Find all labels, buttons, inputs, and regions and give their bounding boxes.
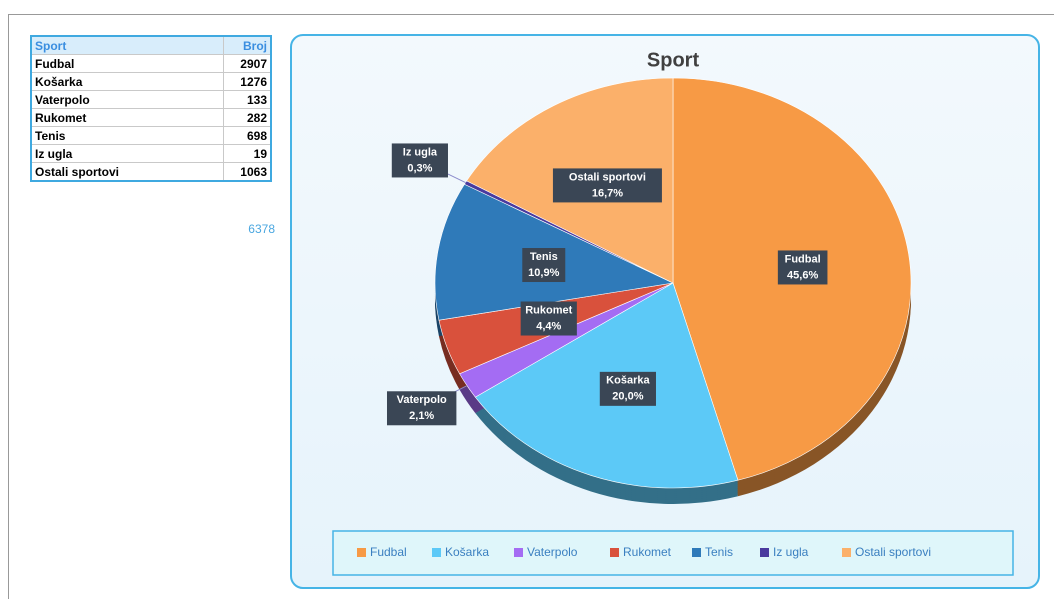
data-label-value: 16,7%: [592, 187, 623, 199]
legend-swatch: [357, 548, 366, 557]
legend-swatch: [514, 548, 523, 557]
chart-title: Sport: [647, 49, 700, 71]
table-row: Ostali sportovi 1063: [30, 162, 272, 182]
legend-label: Tenis: [705, 545, 733, 559]
data-label-box: [391, 143, 448, 178]
data-label-value: 0,3%: [407, 162, 432, 174]
table-cell: Ostali sportovi: [30, 162, 224, 182]
data-label-value: 4,4%: [536, 320, 561, 332]
legend-label: Fudbal: [370, 545, 407, 559]
legend-swatch: [760, 548, 769, 557]
legend-label: Iz ugla: [773, 545, 809, 559]
data-label-box: [520, 301, 577, 336]
table-row: Iz ugla 19: [30, 144, 272, 163]
table-cell: 1063: [223, 162, 272, 182]
data-label-box: [522, 248, 566, 283]
data-label-value: 20,0%: [612, 391, 643, 403]
legend-swatch: [842, 548, 851, 557]
data-label-box: [552, 168, 662, 203]
data-label-name: Rukomet: [525, 304, 572, 316]
legend-swatch: [692, 548, 701, 557]
data-label-box: [777, 250, 828, 285]
legend-swatch: [432, 548, 441, 557]
legend-label: Rukomet: [623, 545, 672, 559]
data-table: Sport Broj Fudbal 2907 Košarka 1276 Vaterpol…: [30, 35, 272, 182]
legend-label: Košarka: [445, 545, 489, 559]
data-label-name: Fudbal: [785, 253, 821, 265]
legend-swatch: [610, 548, 619, 557]
data-label-name: Tenis: [530, 251, 558, 263]
table-cell: Tenis: [30, 126, 224, 145]
data-label-value: 45,6%: [787, 269, 818, 281]
data-label-name: Iz ugla: [403, 146, 438, 158]
total-cell: 6378: [248, 222, 275, 236]
header-cell: Broj: [223, 35, 272, 55]
table-row: Rukomet 282: [30, 108, 272, 127]
sheet-grid: [8, 14, 1054, 599]
table-cell: Vaterpolo: [30, 90, 224, 109]
table-cell: 19: [223, 144, 272, 163]
data-label-name: Košarka: [606, 375, 650, 387]
legend-box: [332, 530, 1014, 576]
data-label-value: 2,1%: [409, 410, 434, 422]
data-label-box: [599, 371, 656, 406]
legend-label: Ostali sportovi: [855, 545, 931, 559]
table-row: Tenis 698: [30, 126, 272, 145]
data-label-name: Ostali sportovi: [569, 171, 646, 183]
table-cell: Iz ugla: [30, 144, 224, 163]
data-label-name: Vaterpolo: [397, 394, 447, 406]
data-label-box: [386, 391, 457, 426]
table-row: Fudbal 2907: [30, 54, 272, 73]
data-label-value: 10,9%: [528, 267, 559, 279]
table-cell: 698: [223, 126, 272, 145]
legend-label: Vaterpolo: [527, 545, 578, 559]
